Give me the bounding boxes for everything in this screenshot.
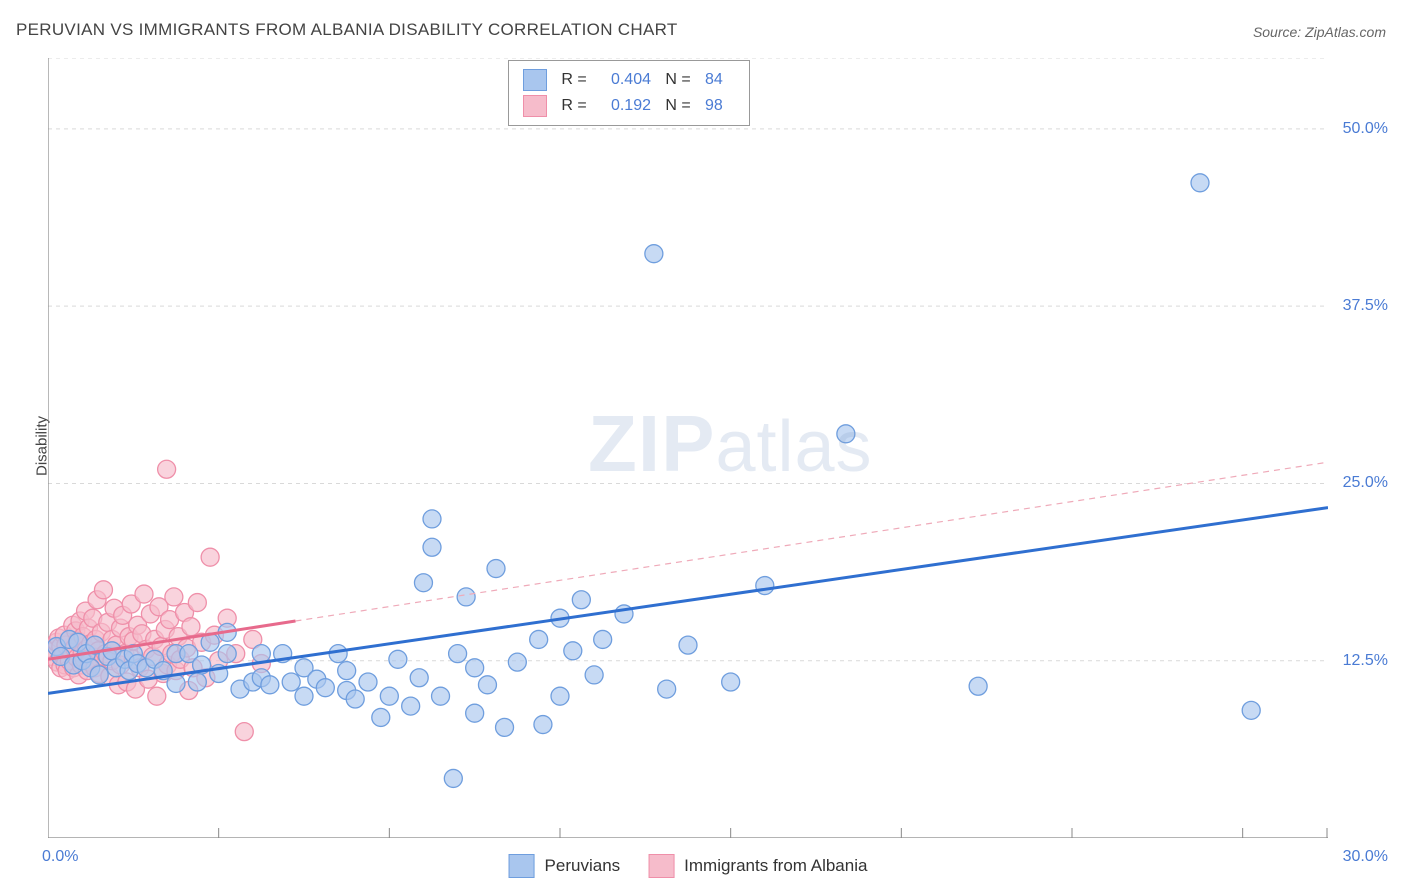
- stats-n-label-0: N =: [661, 71, 695, 89]
- chart-title: PERUVIAN VS IMMIGRANTS FROM ALBANIA DISA…: [16, 20, 678, 40]
- stats-n-label-1: N =: [661, 97, 695, 115]
- stats-n-value-1: 98: [705, 97, 735, 115]
- legend-swatch-1: [648, 854, 674, 878]
- stats-row-1: R = 0.192 N = 98: [523, 93, 735, 119]
- chart-source: Source: ZipAtlas.com: [1253, 24, 1386, 40]
- x-tick-min: 0.0%: [42, 848, 78, 866]
- y-tick-label: 12.5%: [1343, 652, 1388, 670]
- stats-r-label-0: R =: [557, 71, 591, 89]
- legend-label-1: Immigrants from Albania: [684, 856, 867, 876]
- stats-n-value-0: 84: [705, 71, 735, 89]
- stats-box: R = 0.404 N = 84 R = 0.192 N = 98: [508, 60, 750, 126]
- y-tick-label: 25.0%: [1343, 474, 1388, 492]
- scatter-chart-svg: [48, 58, 1328, 838]
- y-tick-label: 37.5%: [1343, 297, 1388, 315]
- bottom-legend: Peruvians Immigrants from Albania: [509, 854, 868, 878]
- stats-r-label-1: R =: [557, 97, 591, 115]
- stats-r-value-1: 0.192: [601, 97, 651, 115]
- y-tick-label: 50.0%: [1343, 120, 1388, 138]
- legend-item-1: Immigrants from Albania: [648, 854, 867, 878]
- stats-r-value-0: 0.404: [601, 71, 651, 89]
- plot-area: ZIPatlas 12.5%25.0%37.5%50.0% 0.0% 30.0%…: [48, 58, 1328, 838]
- stats-swatch-0: [523, 69, 547, 91]
- stats-swatch-1: [523, 95, 547, 117]
- stats-row-0: R = 0.404 N = 84: [523, 67, 735, 93]
- legend-item-0: Peruvians: [509, 854, 621, 878]
- legend-swatch-0: [509, 854, 535, 878]
- legend-label-0: Peruvians: [545, 856, 621, 876]
- x-tick-max: 30.0%: [1343, 848, 1388, 866]
